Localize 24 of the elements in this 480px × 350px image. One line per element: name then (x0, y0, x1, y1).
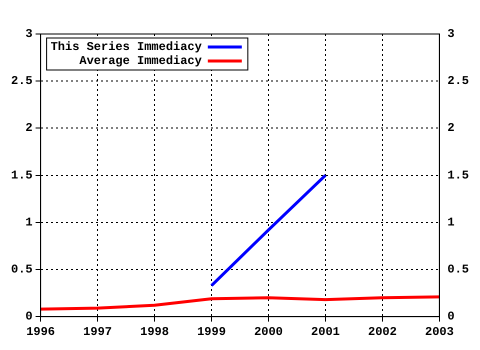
x-tick-label: 1999 (197, 324, 226, 339)
x-tick-label: 1996 (26, 324, 56, 339)
y-tick-label: 1 (25, 215, 33, 230)
y-tick-label: 2.5 (10, 74, 33, 88)
y2-tick-label: 1.5 (447, 168, 470, 182)
y-tick-label: 0 (25, 310, 33, 324)
y2-tick-label: 2 (447, 121, 455, 136)
y-tick-label: 0.5 (10, 262, 33, 277)
x-tick-label: 2003 (424, 324, 454, 339)
x-tick-label: 2001 (311, 324, 340, 339)
y2-tick-label: 1 (447, 215, 455, 230)
y2-tick-label: 0 (447, 310, 455, 324)
y2-tick-label: 0.5 (447, 262, 470, 277)
y-tick-label: 1.5 (10, 168, 33, 182)
x-tick-label: 2000 (254, 324, 283, 339)
y-tick-label: 3 (25, 27, 33, 42)
y-tick-label: 2 (25, 121, 33, 136)
x-tick-label: 1998 (140, 324, 169, 339)
x-tick-label: 1997 (83, 324, 112, 339)
legend-label: This Series Immediacy (50, 40, 202, 54)
legend-label: Average Immediacy (79, 54, 202, 68)
x-tick-label: 2002 (368, 324, 397, 339)
y2-tick-label: 2.5 (447, 74, 470, 88)
y2-tick-label: 3 (447, 27, 455, 42)
